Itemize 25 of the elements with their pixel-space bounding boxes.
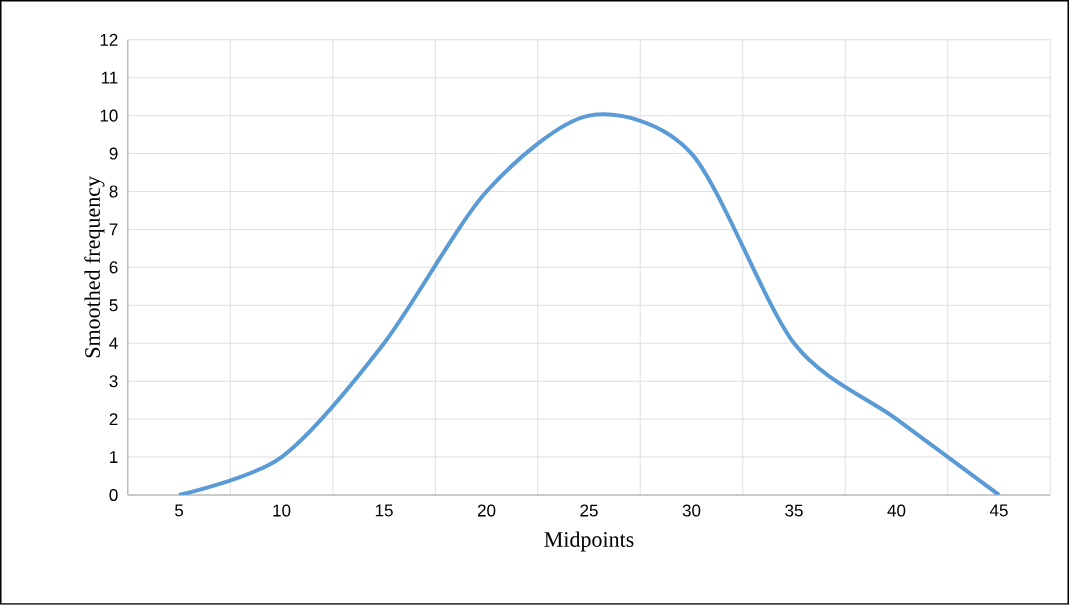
x-tick-label: 45	[989, 504, 1008, 517]
x-tick-label: 15	[375, 504, 393, 517]
x-tick-label: 20	[477, 504, 496, 517]
x-tick-label: 40	[887, 504, 906, 517]
x-tick-label: 5	[175, 504, 184, 517]
y-tick-label: 9	[109, 147, 118, 160]
y-tick-label: 11	[101, 71, 118, 84]
y-tick-label: 3	[109, 375, 118, 388]
x-tick-label: 35	[785, 504, 803, 517]
x-tick-label: 10	[273, 504, 291, 517]
y-tick-label: 10	[100, 109, 118, 122]
x-tick-label: 25	[580, 504, 598, 517]
line-series	[177, 112, 1001, 496]
x-tick-label: 30	[682, 504, 701, 517]
y-tick-label: 2	[109, 413, 118, 426]
y-tick-label: 1	[110, 451, 118, 463]
y-tick-label: 0	[109, 489, 118, 502]
y-tick-label: 5	[109, 299, 118, 312]
y-tick-label: 8	[109, 185, 118, 198]
x-axis-title: Midpoints	[544, 531, 634, 552]
y-tick-label: 6	[109, 261, 118, 274]
y-tick-label: 4	[109, 337, 118, 350]
y-axis-title: Smoothed frequency	[84, 176, 105, 358]
y-tick-label: 7	[109, 223, 118, 236]
y-tick-label: 12	[100, 33, 118, 46]
